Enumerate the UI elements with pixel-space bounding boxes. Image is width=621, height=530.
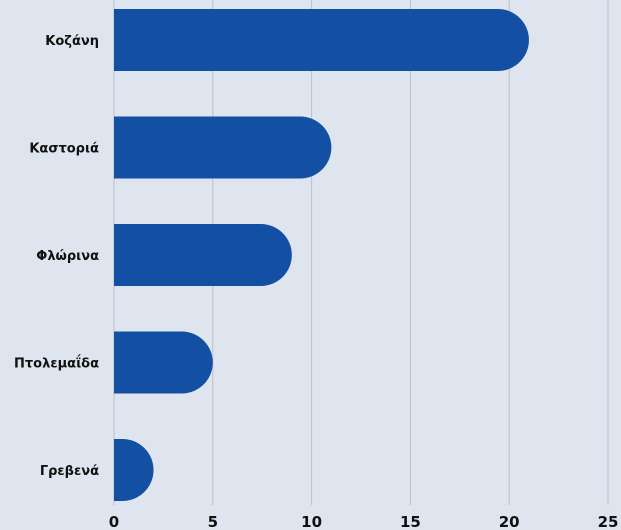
x-tick-label: 5	[208, 513, 218, 530]
bars	[114, 9, 529, 501]
bar	[114, 439, 154, 501]
category-label: Πτολεμαΐδα	[14, 355, 99, 372]
x-tick-label: 15	[400, 513, 421, 530]
x-tick-label: 20	[499, 513, 520, 530]
category-label: Γρεβενά	[40, 464, 99, 479]
bar	[114, 116, 332, 179]
bar	[114, 9, 529, 71]
category-label: Καστοριά	[29, 142, 99, 157]
x-tick-label: 0	[109, 513, 119, 530]
bar	[114, 224, 292, 286]
category-label: Κοζάνη	[45, 34, 99, 49]
x-tick-label: 25	[598, 513, 619, 530]
category-label: Φλώρινα	[36, 249, 99, 264]
category-labels: Κοζάνη Καστοριά Φλώρινα Πτολεμαΐδα Γρεβενά	[14, 34, 99, 479]
x-tick-label: 10	[301, 513, 322, 530]
grid-lines	[113, 0, 609, 505]
bar	[114, 331, 213, 394]
x-tick-labels: 0 5 10 15 20 25	[109, 513, 619, 530]
